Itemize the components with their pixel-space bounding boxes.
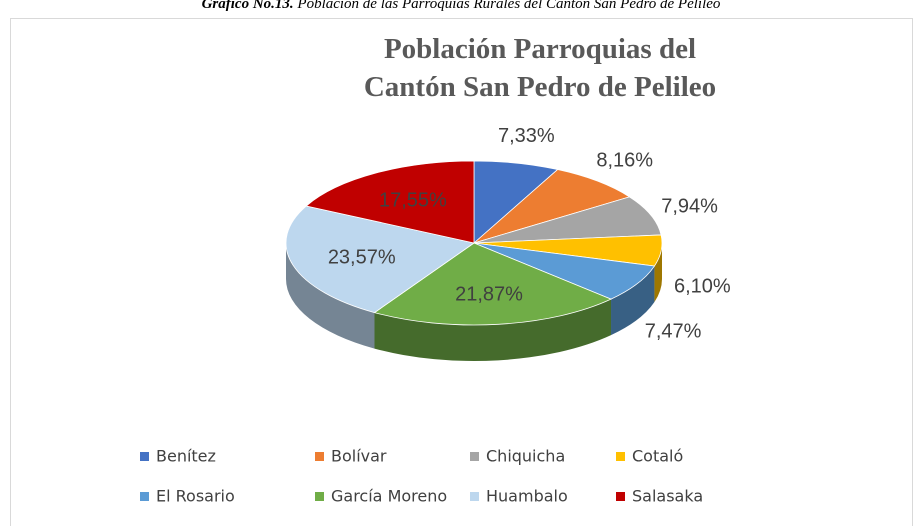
legend-label: Cotaló xyxy=(632,447,683,466)
legend-swatch xyxy=(616,452,625,461)
legend-label: Chiquicha xyxy=(486,447,565,466)
data-label: 17,55% xyxy=(379,190,447,212)
slice-side xyxy=(611,266,655,336)
slice xyxy=(373,242,613,326)
data-label: 21,87% xyxy=(455,283,523,305)
legend-label: Benítez xyxy=(156,447,216,466)
data-label: 7,94% xyxy=(661,195,718,217)
slice-side xyxy=(654,243,662,303)
data-label: 8,16% xyxy=(596,150,653,172)
slice xyxy=(473,196,662,244)
legend-swatch xyxy=(470,492,479,501)
legend-swatch xyxy=(315,452,324,461)
chart-title: Población Parroquias del xyxy=(384,33,696,65)
legend-label: García Moreno xyxy=(331,487,447,506)
data-label: 6,10% xyxy=(674,276,731,298)
data-label: 7,33% xyxy=(498,125,555,147)
legend-label: Bolívar xyxy=(331,447,387,466)
legend: Benítez Bolívar Chiquicha Cotaló El Rosario G… xyxy=(140,447,703,506)
legend-swatch xyxy=(140,492,149,501)
chart-title: Cantón San Pedro de Pelileo xyxy=(364,71,716,103)
caption-label: Gráfico No.13. xyxy=(202,0,294,12)
legend-swatch xyxy=(616,492,625,501)
slice xyxy=(473,169,631,244)
legend-swatch xyxy=(140,452,149,461)
legend-label: Salasaka xyxy=(632,487,703,506)
slice-side xyxy=(286,243,375,349)
data-label: 23,57% xyxy=(328,247,396,269)
slice xyxy=(305,160,475,244)
caption-text: Población de las Parroquias Rurales del … xyxy=(296,0,721,12)
legend-label: Huambalo xyxy=(486,487,568,506)
legend-label: El Rosario xyxy=(156,487,235,506)
slice-side xyxy=(374,299,612,361)
caption: Gráfico No.13. Población de las Parroqui… xyxy=(202,0,721,12)
legend-swatch xyxy=(470,452,479,461)
data-label: 7,47% xyxy=(645,320,702,342)
legend-swatch xyxy=(315,492,324,501)
pie: 7,33% 8,16% 7,94% 6,10% 7,47% 21,87% 23,57% 17,… xyxy=(285,125,731,361)
